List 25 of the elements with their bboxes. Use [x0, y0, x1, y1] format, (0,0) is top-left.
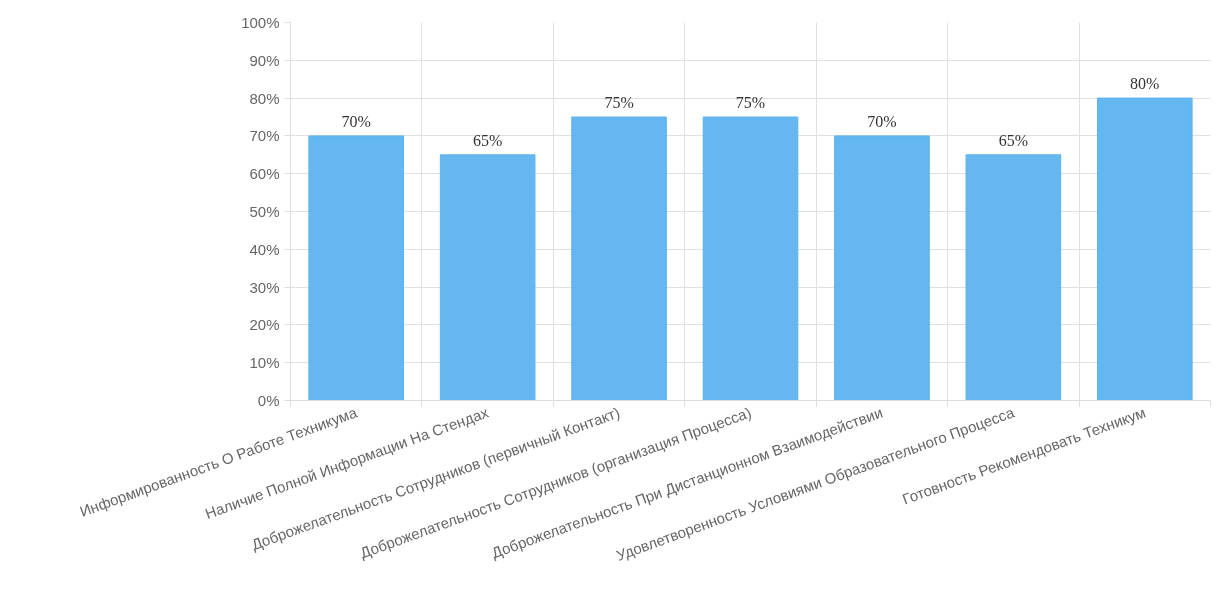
y-tick-label: 80%	[249, 89, 280, 107]
bar	[571, 116, 667, 401]
y-tick-label: 0%	[257, 392, 280, 409]
data-label: 75%	[604, 94, 634, 111]
bar	[1096, 97, 1193, 401]
data-label: 75%	[735, 94, 766, 111]
data-label: 70%	[867, 112, 897, 130]
y-tick-label: 20%	[249, 316, 280, 334]
y-tick-label: 50%	[249, 203, 280, 220]
y-tick-label: 60%	[249, 165, 280, 183]
y-tick-label: 100%	[241, 14, 280, 31]
bar	[702, 116, 799, 401]
y-tick-label: 30%	[249, 278, 280, 296]
y-tick-label: 90%	[249, 51, 280, 69]
y-tick-label: 70%	[249, 127, 280, 145]
y-tick-label: 40%	[249, 240, 280, 258]
bar	[439, 154, 536, 401]
data-label: 80%	[1130, 75, 1160, 93]
bar	[308, 135, 405, 401]
bar	[834, 135, 930, 401]
y-tick-label: 10%	[249, 354, 280, 372]
data-label: 70%	[341, 112, 371, 130]
data-label: 65%	[998, 131, 1029, 149]
bar	[965, 154, 1062, 401]
data-label: 65%	[472, 131, 503, 149]
